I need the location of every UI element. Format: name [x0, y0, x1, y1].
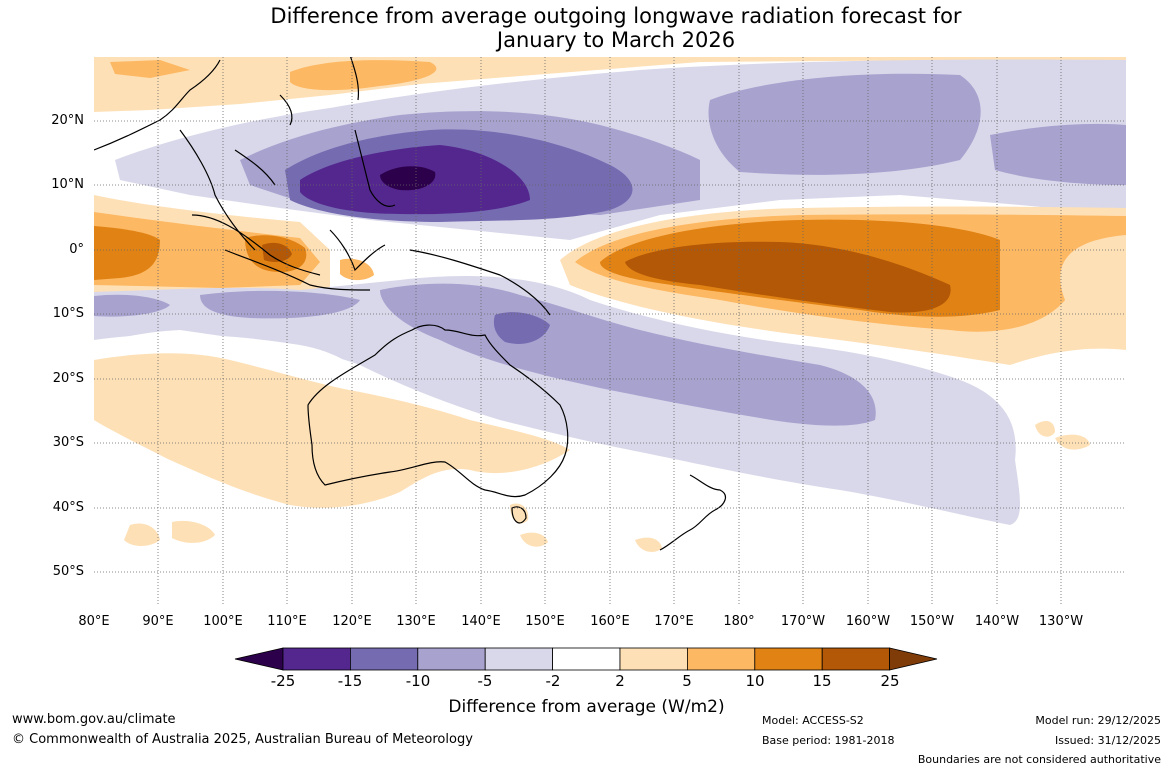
colorbar-segment — [619, 647, 688, 671]
colorbar-tick: 15 — [812, 672, 832, 690]
colorbar-segment — [349, 647, 419, 671]
colorbar — [234, 647, 938, 671]
footer-disclaimer: Boundaries are not considered authoritat… — [917, 753, 1161, 766]
colorbar-label: Difference from average (W/m2) — [448, 697, 725, 717]
anomaly-region-north-positive-core — [290, 60, 437, 91]
lat-label: 20°N — [51, 113, 84, 128]
colorbar-under-arrow — [234, 647, 284, 671]
colorbar-tick: -15 — [337, 672, 363, 690]
footer-issued: Issued: 31/12/2025 — [1054, 734, 1161, 747]
colorbar-tick: -10 — [405, 672, 431, 690]
footer-model: Model: ACCESS-S2 — [762, 714, 864, 727]
lon-label: 120°E — [332, 614, 372, 629]
anomaly-region-north-max — [380, 166, 436, 191]
colorbar-segment — [484, 647, 554, 671]
lon-label: 130°E — [396, 614, 436, 629]
lon-label: 140°W — [974, 614, 1020, 629]
lon-label: 150°E — [525, 614, 565, 629]
colorbar-segment — [417, 647, 486, 671]
coastlines — [94, 57, 727, 551]
footer-model-run: Model run: 29/12/2025 — [1035, 714, 1161, 727]
map-title-line1: Difference from average outgoing longwav… — [270, 4, 962, 28]
new-zealand-outline — [659, 474, 727, 551]
colorbar-tick: 25 — [880, 672, 900, 690]
footer-copyright: © Commonwealth of Australia 2025, Austra… — [12, 732, 473, 747]
lon-label: 160°E — [590, 614, 630, 629]
lat-label: 10°N — [51, 177, 84, 192]
lat-label: 0° — [69, 242, 84, 257]
anomaly-region-south-negative — [94, 276, 1020, 525]
lat-label: 40°S — [52, 500, 84, 515]
footer-url[interactable]: www.bom.gov.au/climate — [12, 712, 176, 727]
lon-label: 110°E — [267, 614, 307, 629]
anomaly-shading — [94, 57, 1126, 606]
lon-label: 90°E — [142, 614, 174, 629]
lon-label: 160°W — [845, 614, 891, 629]
colorbar-segment — [687, 647, 756, 671]
footer-base-period: Base period: 1981-2018 — [762, 734, 895, 747]
colorbar-segment — [754, 647, 823, 671]
colorbar-tick: 10 — [745, 672, 765, 690]
anomaly-region-pacific-strong — [625, 241, 951, 313]
lon-label: 150°W — [909, 614, 955, 629]
colorbar-tick: -5 — [477, 672, 493, 690]
colorbar-segment — [552, 647, 621, 671]
lon-label: 180° — [723, 614, 755, 629]
colorbar-tick: -25 — [270, 672, 296, 690]
lon-label: 80°E — [78, 614, 110, 629]
lon-label: 170°W — [780, 614, 826, 629]
lat-label: 20°S — [52, 371, 84, 386]
colorbar-over-arrow — [889, 647, 938, 671]
map-title-line2: January to March 2026 — [496, 28, 736, 52]
anomaly-region-australia-positive — [94, 353, 570, 508]
lon-label: 100°E — [203, 614, 243, 629]
australia-outline — [307, 324, 569, 498]
lat-label: 10°S — [52, 306, 84, 321]
lat-label: 30°S — [52, 435, 84, 450]
graticule — [94, 57, 1126, 606]
lon-label: 140°E — [461, 614, 501, 629]
lat-label: 50°S — [52, 564, 84, 579]
colorbar-tick: 5 — [682, 672, 692, 690]
colorbar-segment — [282, 647, 351, 671]
colorbar-tick: -2 — [545, 672, 561, 690]
lon-label: 130°W — [1038, 614, 1084, 629]
colorbar-segment — [821, 647, 891, 671]
lon-label: 170°E — [654, 614, 694, 629]
colorbar-tick: 2 — [615, 672, 625, 690]
